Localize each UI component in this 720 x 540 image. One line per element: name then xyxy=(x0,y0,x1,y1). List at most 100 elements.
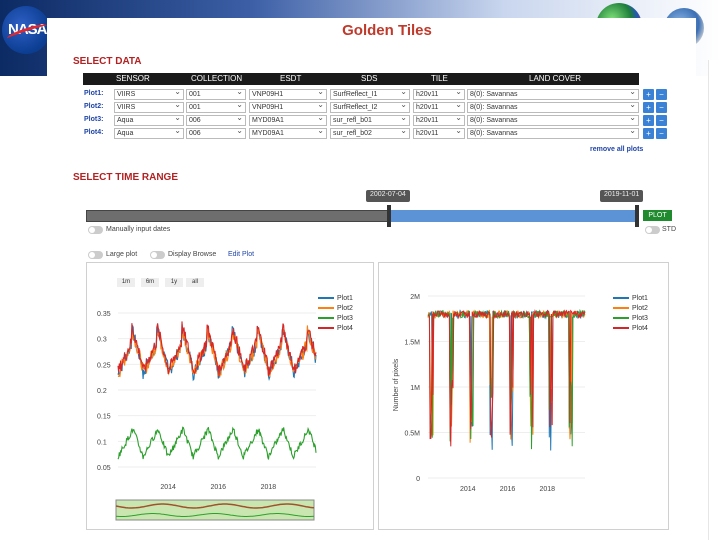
plot-button[interactable]: PLOT xyxy=(643,210,672,221)
range-start-handle[interactable] xyxy=(387,205,391,227)
chart1-legend: Plot1 Plot2 Plot3 Plot4 xyxy=(318,294,353,334)
row-label: Plot1: xyxy=(84,90,104,97)
table-header: SENSOR COLLECTION ESDT SDS TILE LAND COV… xyxy=(83,73,639,85)
collection-select[interactable]: 006 xyxy=(186,115,246,126)
col-sds: SDS xyxy=(361,74,378,83)
add-plot-button[interactable]: + xyxy=(643,128,654,139)
time-range-selection[interactable] xyxy=(389,210,637,222)
tile-select[interactable]: h20v11 xyxy=(413,115,465,126)
select-data-heading: SELECT DATA xyxy=(73,56,142,67)
x-tick-label: 2016 xyxy=(210,484,226,491)
esdt-select[interactable]: MYD09A1 xyxy=(249,115,327,126)
legend-swatch xyxy=(318,327,334,330)
nasa-logo-icon: NASA xyxy=(2,6,50,54)
y-tick-label: 0.35 xyxy=(97,311,111,318)
legend-item: Plot2 xyxy=(613,304,648,314)
sensor-select[interactable]: VIIRS xyxy=(114,102,184,113)
tile-select[interactable]: h20v11 xyxy=(413,89,465,100)
sensor-select[interactable]: Aqua xyxy=(114,115,184,126)
x-tick-label: 2014 xyxy=(460,486,476,493)
display-browse-toggle[interactable] xyxy=(150,251,165,259)
y-tick-label: 0.3 xyxy=(97,337,107,344)
tile-select[interactable]: h20v11 xyxy=(413,102,465,113)
manual-dates-toggle[interactable] xyxy=(88,226,103,234)
collection-select[interactable]: 001 xyxy=(186,89,246,100)
landcover-select[interactable]: 8(0): Savannas xyxy=(467,102,639,113)
legend-item: Plot1 xyxy=(613,294,648,304)
select-time-range-heading: SELECT TIME RANGE xyxy=(73,172,179,183)
range-end-label: 2019-11-01 xyxy=(600,190,644,202)
legend-swatch xyxy=(318,317,334,320)
esdt-select[interactable]: VNP09H1 xyxy=(249,102,327,113)
sds-select[interactable]: SurfReflect_I2 xyxy=(330,102,410,113)
remove-all-plots-link[interactable]: remove all plots xyxy=(590,146,644,153)
col-landcover: LAND COVER xyxy=(529,74,582,83)
legend-item: Plot4 xyxy=(613,324,648,334)
legend-label: Plot3 xyxy=(632,315,648,322)
range-selector-button[interactable]: 1m xyxy=(117,278,135,287)
col-tile: TILE xyxy=(431,74,448,83)
col-esdt: ESDT xyxy=(280,74,302,83)
legend-item: Plot2 xyxy=(318,304,353,314)
range-selector-button[interactable]: 1y xyxy=(165,278,183,287)
add-plot-button[interactable]: + xyxy=(643,115,654,126)
remove-plot-button[interactable]: − xyxy=(656,115,667,126)
range-slider-trace xyxy=(115,503,315,509)
row-label: Plot4: xyxy=(84,129,104,136)
range-selector-button[interactable]: 6m xyxy=(141,278,159,287)
landcover-select[interactable]: 8(0): Savannas xyxy=(467,128,639,139)
collection-select[interactable]: 006 xyxy=(186,128,246,139)
display-browse-label: Display Browse xyxy=(168,251,217,258)
legend-item: Plot3 xyxy=(613,314,648,324)
range-slider-window xyxy=(115,499,315,521)
sds-select[interactable]: sur_refl_b02 xyxy=(330,128,410,139)
range-start-label: 2002-07-04 xyxy=(366,190,410,202)
col-collection: COLLECTION xyxy=(191,74,243,83)
y-tick-label: 1.5M xyxy=(404,340,420,347)
legend-swatch xyxy=(613,327,629,330)
sensor-select[interactable]: Aqua xyxy=(114,128,184,139)
col-sensor: SENSOR xyxy=(116,74,150,83)
legend-label: Plot1 xyxy=(337,295,353,302)
sensor-select[interactable]: VIIRS xyxy=(114,89,184,100)
esdt-select[interactable]: MYD09A1 xyxy=(249,128,327,139)
edit-plot-link[interactable]: Edit Plot xyxy=(228,251,255,258)
sds-select[interactable]: SurfReflect_I1 xyxy=(330,89,410,100)
series-line-plot4 xyxy=(427,309,586,447)
esdt-select[interactable]: VNP09H1 xyxy=(249,89,327,100)
legend-swatch xyxy=(613,307,629,310)
legend-label: Plot2 xyxy=(632,305,648,312)
large-plot-label: Large plot xyxy=(106,251,138,258)
large-plot-toggle[interactable] xyxy=(88,251,103,259)
range-slider-trace xyxy=(115,513,315,517)
legend-label: Plot4 xyxy=(632,325,648,332)
x-tick-label: 2018 xyxy=(539,486,555,493)
tile-select[interactable]: h20v11 xyxy=(413,128,465,139)
landcover-select[interactable]: 8(0): Savannas xyxy=(467,89,639,100)
legend-swatch xyxy=(318,297,334,300)
std-toggle[interactable] xyxy=(645,226,660,234)
collection-select[interactable]: 001 xyxy=(186,102,246,113)
add-plot-button[interactable]: + xyxy=(643,89,654,100)
add-plot-button[interactable]: + xyxy=(643,102,654,113)
legend-swatch xyxy=(318,307,334,310)
sds-select[interactable]: sur_refl_b01 xyxy=(330,115,410,126)
landcover-select[interactable]: 8(0): Savannas xyxy=(467,115,639,126)
legend-item: Plot1 xyxy=(318,294,353,304)
legend-item: Plot4 xyxy=(318,324,353,334)
series-line-plot3 xyxy=(117,426,317,460)
manual-dates-label: Manually input dates xyxy=(106,226,171,233)
remove-plot-button[interactable]: − xyxy=(656,128,667,139)
y-tick-label: 1M xyxy=(410,385,420,392)
legend-label: Plot2 xyxy=(337,305,353,312)
range-end-handle[interactable] xyxy=(635,205,639,227)
range-selector-button[interactable]: all xyxy=(186,278,204,287)
y-tick-label: 0 xyxy=(416,476,420,483)
remove-plot-button[interactable]: − xyxy=(656,89,667,100)
remove-plot-button[interactable]: − xyxy=(656,102,667,113)
y-tick-label: 0.1 xyxy=(97,439,107,446)
y-axis-title: Number of pixels xyxy=(393,358,400,411)
reflectance-plot-panel xyxy=(86,262,374,530)
